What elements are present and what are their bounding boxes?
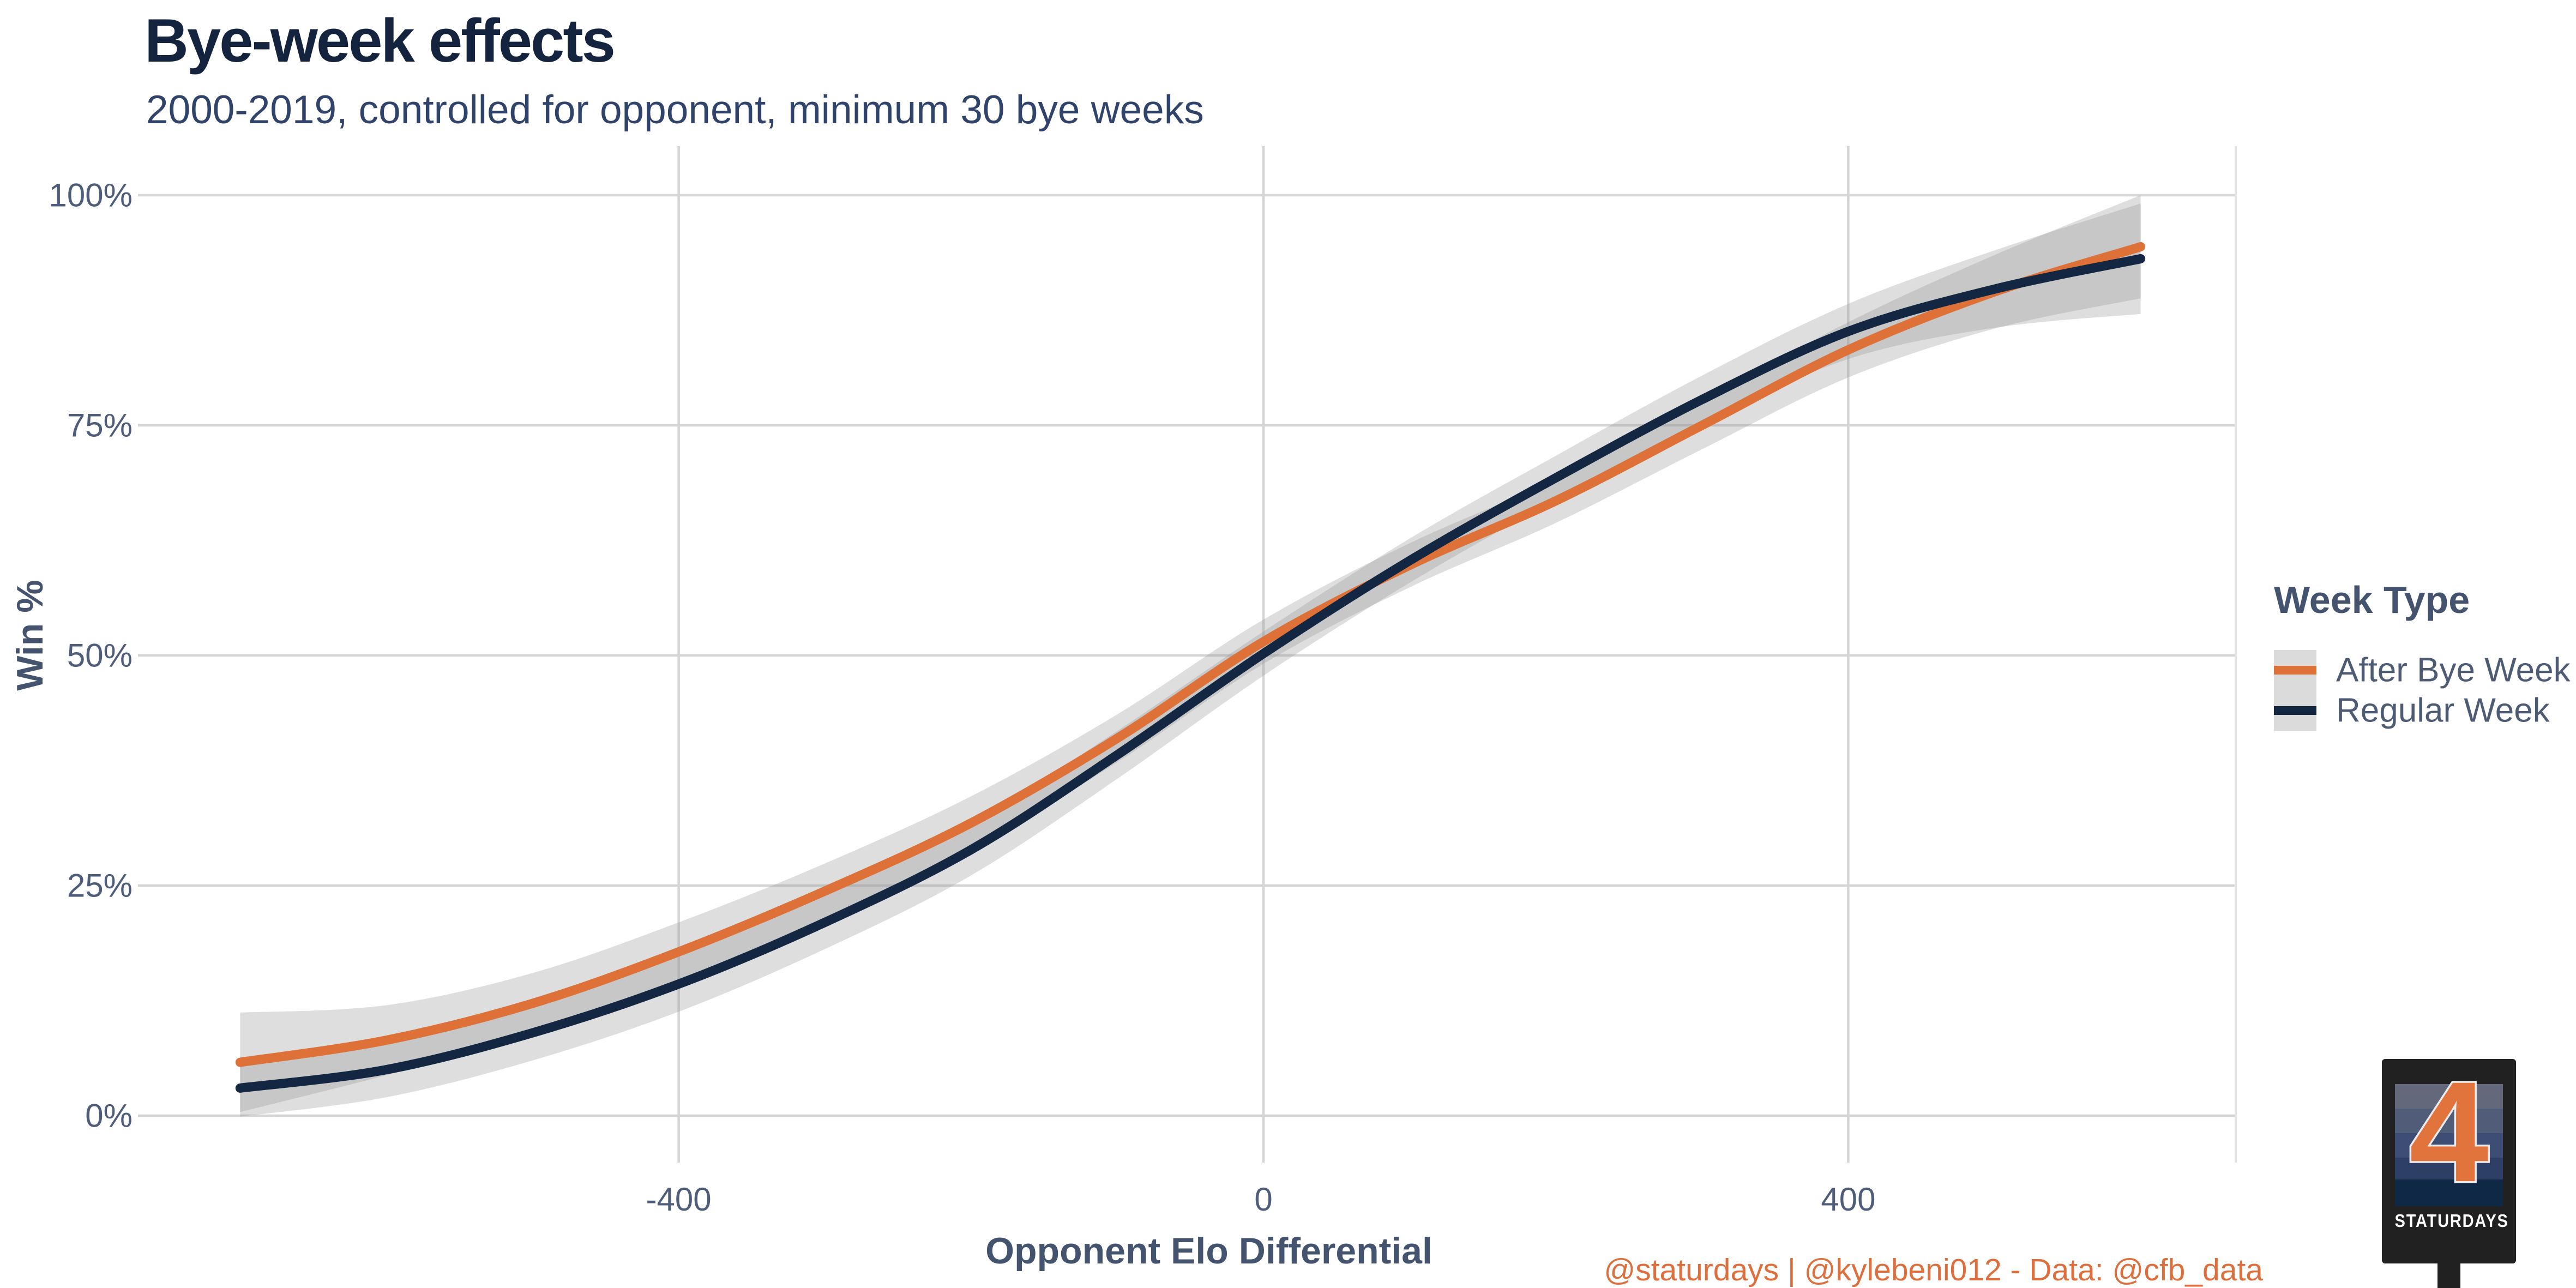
logo-stripe-4: [2395, 1179, 2503, 1206]
legend-title: Week Type: [2274, 579, 2470, 621]
after-bye-week-line-icon: [2274, 666, 2316, 675]
legend-item-regular-week: Regular Week: [2270, 690, 2575, 731]
logo-stripes: 4 STATURDAYS: [2395, 1050, 2508, 1231]
chart-title: Bye-week effects: [145, 7, 616, 75]
x-axis-title: Opponent Elo Differential: [985, 1230, 1433, 1272]
caption-credits: @staturdays | @kylebeni012 - Data: @cfb_…: [1604, 1253, 2263, 1287]
y-tick-label-75%: 75%: [67, 407, 133, 444]
chart-subtitle: 2000-2019, controlled for opponent, mini…: [146, 88, 1204, 132]
y-tick-label-25%: 25%: [67, 867, 133, 904]
legend-key-after-bye-week: [2274, 650, 2316, 690]
logo-stripe-3: [2395, 1158, 2503, 1179]
y-tick-label-0%: 0%: [85, 1097, 133, 1134]
x-tick-label-0: 0: [1254, 1181, 1273, 1218]
logo-stripe-1: [2395, 1109, 2503, 1133]
x-tick-label--400: -400: [646, 1181, 712, 1218]
x-tick-label-400: 400: [1821, 1181, 1876, 1218]
confidence-ribbon-after-bye-week: [240, 195, 2141, 1112]
confidence-ribbon-regular-week: [240, 203, 2141, 1117]
staturdays-logo: 4 STATURDAYS: [2382, 1050, 2516, 1263]
y-tick-label-100%: 100%: [49, 177, 133, 214]
logo-number: 4: [2408, 1050, 2491, 1214]
legend-key-regular-week: [2274, 690, 2316, 731]
logo-post: [2437, 1262, 2460, 1288]
after-bye-week-line: [235, 242, 2146, 1067]
regular-week-line-icon: [2274, 706, 2316, 715]
legend-label-regular-week: Regular Week: [2336, 691, 2550, 730]
legend: Week Type After Bye Week Regular Week: [2270, 578, 2575, 731]
legend-label-after-bye-week: After Bye Week: [2336, 651, 2571, 689]
regular-week-line: [235, 254, 2146, 1093]
logo-stripe-0: [2395, 1084, 2503, 1109]
logo-stripe-2: [2395, 1133, 2503, 1158]
legend-item-after-bye-week: After Bye Week: [2270, 650, 2575, 690]
logo-wordmark: STATURDAYS: [2394, 1211, 2509, 1231]
y-tick-label-50%: 50%: [67, 637, 133, 674]
